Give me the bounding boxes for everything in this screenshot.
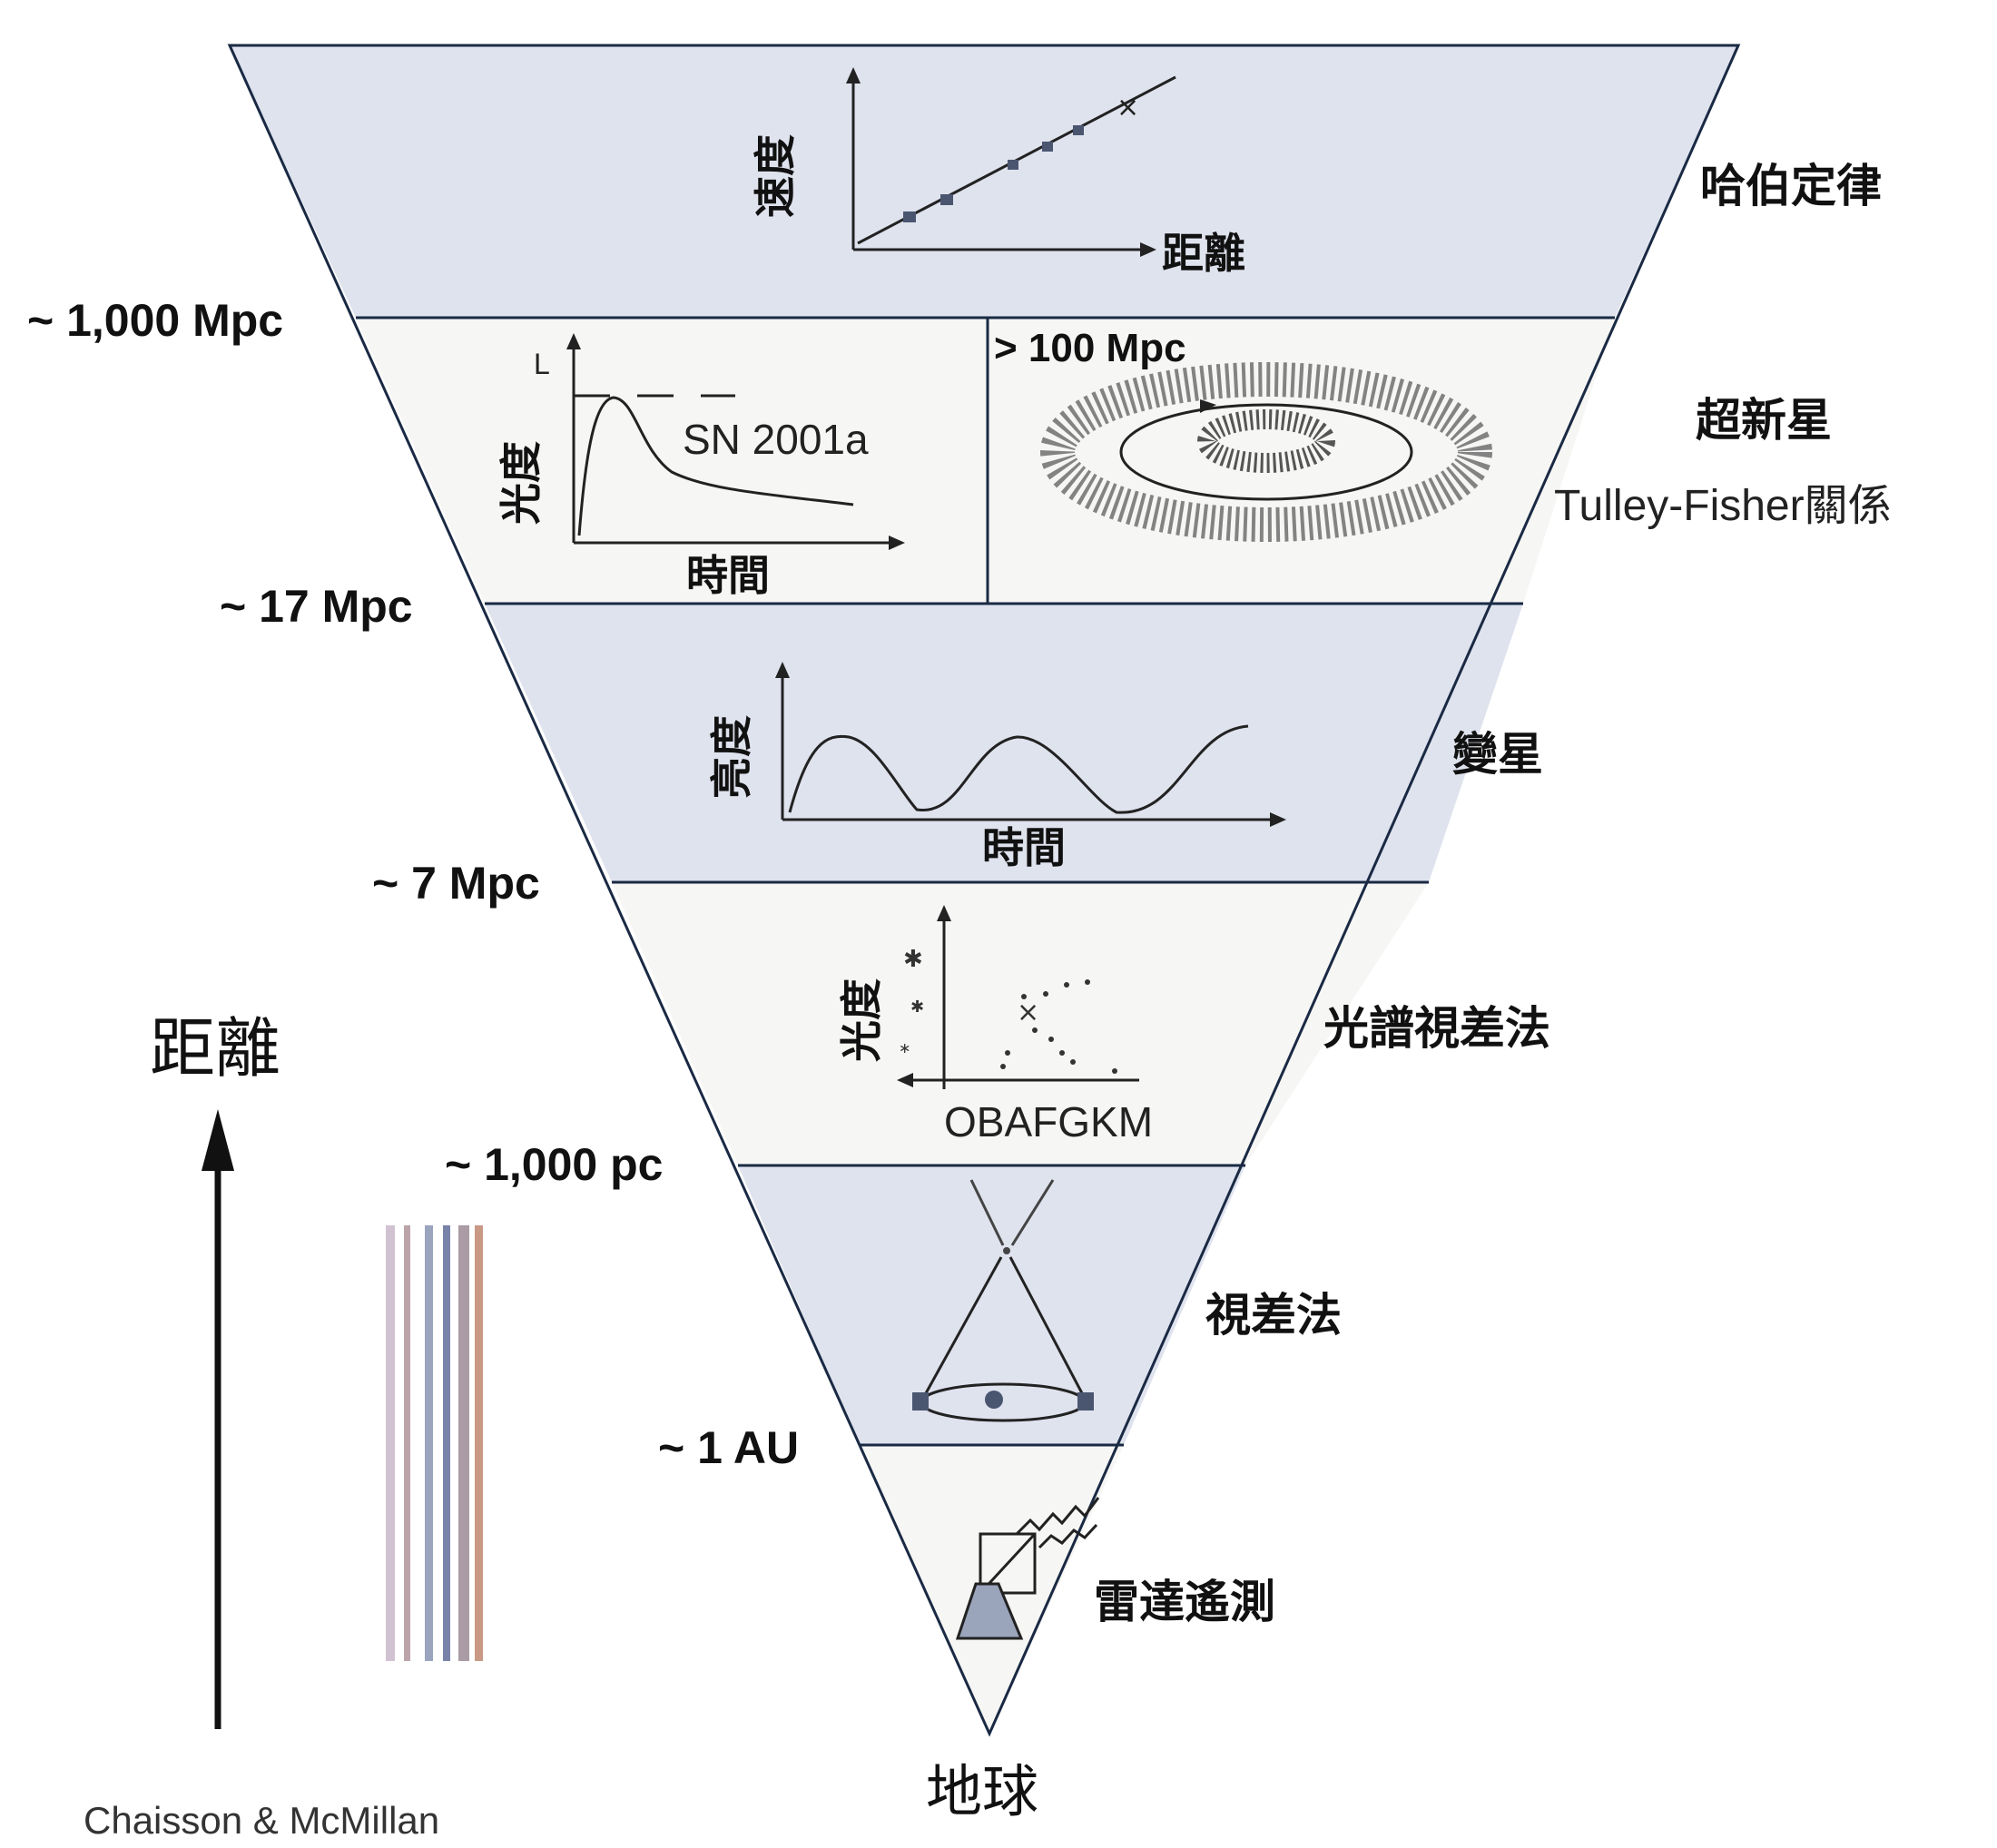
parallax-sightline-right — [1010, 1179, 1055, 1246]
method-label-parallax: 視差法 — [1205, 1289, 1342, 1342]
galaxy-rotation-arrow — [1200, 399, 1216, 413]
spec-star: ✱ — [910, 998, 924, 1017]
spec-x-arrowhead — [897, 1073, 913, 1087]
parallax-ray-left — [924, 1256, 1003, 1394]
sn-x-axis-label: 時間 — [686, 551, 770, 600]
credit-label: Chaisson & McMillan — [84, 1799, 439, 1842]
distance-arrow-label: 距離 — [150, 1010, 280, 1086]
tully-fisher-galaxy — [1040, 362, 1492, 542]
hubble-point — [1073, 125, 1084, 135]
parallax-earth-left — [912, 1392, 929, 1411]
var-periodic-curve — [788, 724, 1249, 814]
method-label-variable-stars: 變星 — [1452, 728, 1543, 781]
spectrum-line — [443, 1225, 450, 1661]
hubble-law-plot: × 速度 距離 — [751, 67, 1245, 278]
sn-y-arrowhead — [566, 333, 581, 349]
spectroscopic-parallax-plot: ✱ ✱ ∗ × 光度 OBAFGKM — [837, 905, 1153, 1145]
variable-star-light-curve: 亮度 時間 — [707, 662, 1286, 872]
triangle-outline — [227, 44, 1741, 1737]
galaxy-rotation-orbit — [1119, 403, 1413, 501]
spectrum-line — [425, 1225, 433, 1661]
spec-star-points: ✱ ✱ ∗ × — [899, 946, 1117, 1074]
method-label-radar: 雷達遙測 — [1094, 1576, 1275, 1628]
spec-star — [1059, 1050, 1065, 1056]
distance-label-100mpc: > 100 Mpc — [994, 326, 1186, 370]
radar-telescope — [955, 1497, 1100, 1640]
parallax-geometry — [912, 1179, 1094, 1422]
hubble-point — [1042, 142, 1053, 152]
distance-label-1000mpc: ~ 1,000 Mpc — [27, 295, 283, 346]
hubble-x-axis-label: 距離 — [1162, 229, 1245, 278]
method-labels: 哈伯定律 超新星 Tulley-Fisher關係 變星 光譜視差法 視差法 雷達… — [1094, 160, 1892, 1628]
spec-y-axis-label: 光度 — [837, 978, 886, 1062]
parallax-sun — [985, 1391, 1003, 1409]
distance-label-7mpc: ~ 7 Mpc — [372, 858, 540, 909]
band-variable-stars — [485, 604, 1523, 882]
galaxy-core — [1197, 409, 1335, 473]
sn-name-label: SN 2001a — [683, 416, 869, 463]
distance-labels: ~ 1,000 Mpc ~ 17 Mpc ~ 7 Mpc ~ 1,000 pc … — [27, 295, 1186, 1473]
hubble-point: × — [1117, 92, 1139, 123]
galaxy-outer-halo — [1040, 362, 1492, 542]
spec-star — [1070, 1059, 1076, 1065]
hubble-y-axis-label: 速度 — [751, 134, 800, 218]
spec-star — [1043, 991, 1048, 997]
distance-label-1au: ~ 1 AU — [658, 1422, 799, 1473]
method-label-spectroscopic-parallax: 光譜視差法 — [1323, 1002, 1550, 1055]
radar-wave-out — [1015, 1497, 1100, 1536]
spectrum-line — [386, 1225, 395, 1661]
spec-star — [1085, 979, 1090, 985]
spec-star — [1048, 1037, 1054, 1042]
distance-arrow-head — [202, 1109, 234, 1171]
parallax-star — [1003, 1247, 1010, 1254]
sn-top-label: L — [534, 348, 550, 380]
supernova-light-curve: L SN 2001a 光度 時間 — [497, 333, 905, 600]
triangle-border — [227, 44, 1741, 1737]
band-parallax — [738, 1165, 1245, 1445]
radar-base — [955, 1582, 1024, 1640]
spec-star — [1064, 982, 1069, 988]
var-x-arrowhead — [1270, 812, 1286, 827]
spec-star — [1112, 1068, 1117, 1074]
hubble-point — [903, 211, 916, 222]
sn-y-axis-label: 光度 — [497, 441, 546, 525]
distance-arrow: 距離 — [150, 1010, 280, 1729]
hubble-y-arrowhead — [846, 67, 861, 84]
spec-star — [1032, 1027, 1038, 1033]
sn-x-arrowhead — [889, 536, 905, 550]
spec-star: ∗ — [899, 1039, 910, 1057]
method-label-hubble: 哈伯定律 — [1700, 160, 1882, 212]
spectrum-strip — [386, 1225, 483, 1661]
hubble-x-arrowhead — [1140, 242, 1156, 257]
spec-y-arrowhead — [937, 905, 951, 921]
spec-star: × — [1017, 997, 1039, 1028]
distance-label-17mpc: ~ 17 Mpc — [220, 581, 413, 632]
earth-label: 地球 — [926, 1758, 1038, 1824]
spectrum-line — [475, 1225, 483, 1661]
var-x-axis-label: 時間 — [982, 823, 1066, 872]
band-hubble — [230, 45, 1738, 318]
parallax-ray-right — [1008, 1256, 1084, 1394]
hubble-point — [940, 194, 953, 205]
spec-x-axis-label: OBAFGKM — [944, 1098, 1153, 1145]
distance-label-1000pc: ~ 1,000 pc — [445, 1139, 663, 1190]
radar-wave-return — [1038, 1523, 1098, 1549]
spec-star — [1000, 1064, 1006, 1069]
var-y-axis-label: 亮度 — [707, 715, 756, 799]
var-y-arrowhead — [775, 662, 790, 678]
band-spectroscopic-parallax — [612, 882, 1429, 1165]
hubble-point — [1008, 160, 1018, 170]
spec-star — [1005, 1050, 1010, 1056]
method-label-tully-fisher: Tulley-Fisher關係 — [1554, 482, 1892, 530]
method-label-supernova: 超新星 — [1696, 394, 1832, 447]
parallax-earth-right — [1077, 1392, 1094, 1411]
spec-star: ✱ — [903, 946, 923, 973]
sn-light-curve-line — [577, 396, 854, 536]
spectrum-line — [458, 1225, 469, 1661]
parallax-sightline-left — [969, 1179, 1005, 1246]
spectrum-line — [404, 1225, 410, 1661]
spec-star — [1021, 994, 1027, 999]
